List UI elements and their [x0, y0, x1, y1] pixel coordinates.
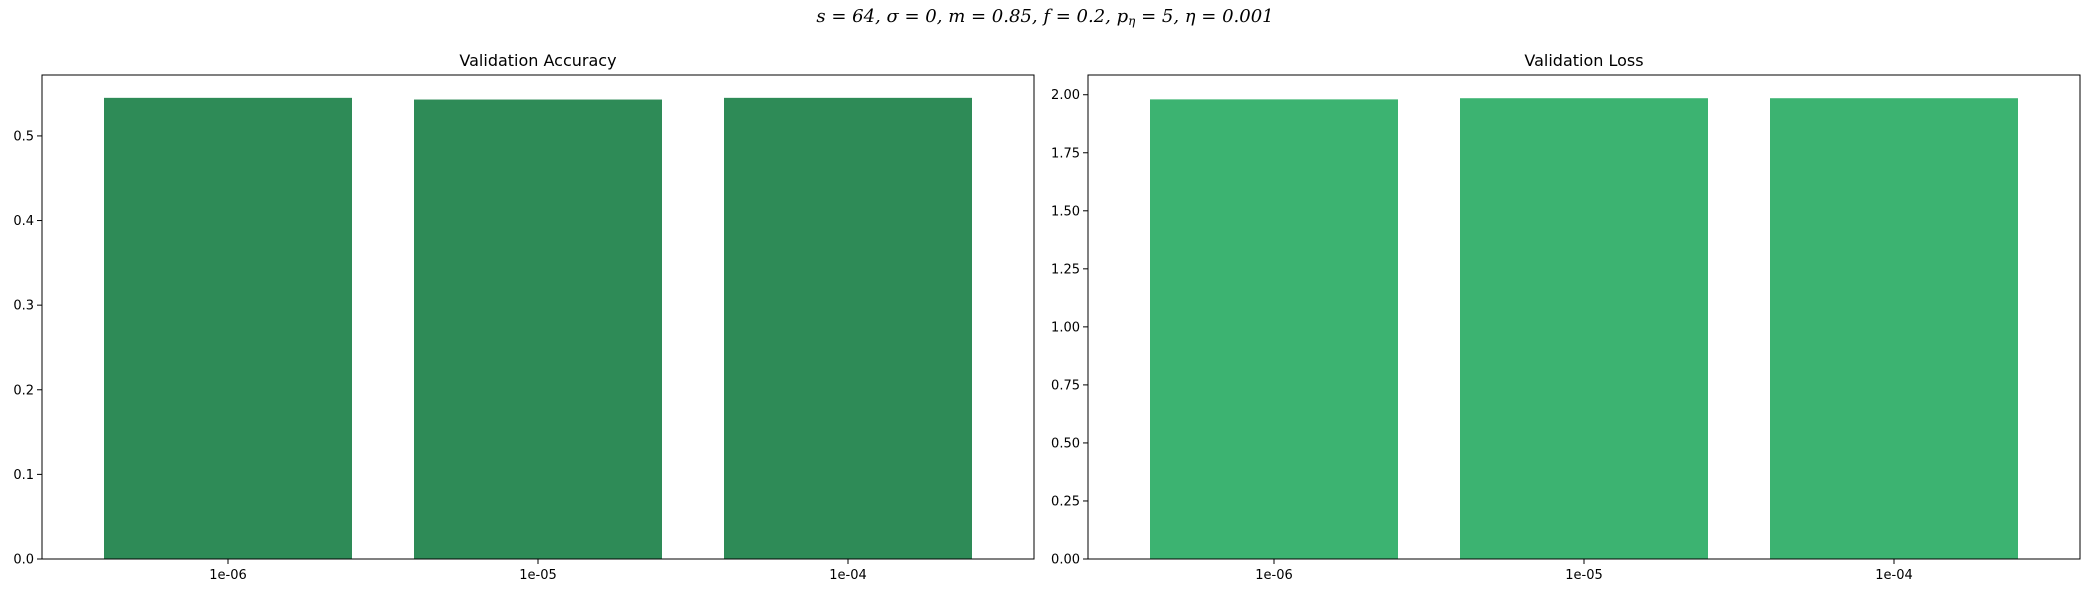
- suptitle-sigma: σ = 0: [886, 6, 937, 27]
- suptitle-sep: ,: [1173, 6, 1185, 27]
- x-tick-label: 1e-04: [1875, 568, 1913, 583]
- suptitle-s: s = 64: [816, 6, 876, 27]
- suptitle-m: m = 0.85: [948, 6, 1032, 27]
- figure-suptitle: s = 64, σ = 0, m = 0.85, f = 0.2, pη = 5…: [0, 6, 2090, 28]
- x-tick-label: 1e-04: [829, 568, 867, 583]
- y-tick-label: 2.00: [1051, 88, 1080, 103]
- suptitle-sep: ,: [1105, 6, 1117, 27]
- x-tick-label: 1e-06: [1255, 568, 1293, 583]
- suptitle-p-base: p: [1116, 6, 1129, 27]
- y-tick-label: 0.00: [1051, 553, 1080, 568]
- suptitle-sep: ,: [936, 6, 949, 27]
- suptitle-eta: η = 0.001: [1184, 6, 1274, 27]
- y-tick-label: 0.5: [13, 129, 34, 144]
- x-tick-label: 1e-05: [519, 568, 557, 583]
- bar-1e-05: [1460, 98, 1708, 559]
- y-tick-label: 0.50: [1051, 436, 1080, 451]
- x-tick-label: 1e-06: [209, 568, 247, 583]
- y-tick-label: 0.2: [13, 383, 34, 398]
- bar-1e-06: [1150, 99, 1398, 560]
- x-tick-label: 1e-05: [1565, 568, 1603, 583]
- y-tick-label: 1.75: [1051, 146, 1080, 161]
- y-tick-label: 1.00: [1051, 320, 1080, 335]
- y-tick-label: 0.1: [13, 468, 34, 483]
- bar-1e-04: [1770, 98, 2018, 559]
- y-tick-label: 0.75: [1051, 378, 1080, 393]
- suptitle-p-val: = 5: [1135, 6, 1174, 27]
- y-tick-label: 0.25: [1051, 494, 1080, 509]
- y-tick-label: 0.0: [13, 553, 34, 568]
- suptitle-p-sub: η: [1128, 14, 1136, 28]
- bar-1e-05: [414, 99, 662, 560]
- chart-title: Validation Loss: [1524, 51, 1643, 70]
- chart-accuracy: 0.0 0.1 0.2 0.3 0.4 0.5 1e-06 1e-05 1e-04 Validat…: [13, 51, 1035, 583]
- bar-1e-04: [724, 97, 972, 559]
- suptitle-f: f = 0.2: [1043, 6, 1106, 27]
- suptitle-sep: ,: [1031, 6, 1044, 27]
- chart-title: Validation Accuracy: [459, 51, 616, 70]
- y-tick-label: 1.25: [1051, 262, 1080, 277]
- y-tick-label: 0.3: [13, 299, 34, 314]
- suptitle-sep: ,: [875, 6, 887, 27]
- chart-loss: 0.00 0.25 0.50 0.75 1.00 1.25 1.50 1.75 2.00 1e-0…: [1051, 51, 2081, 583]
- y-tick-label: 0.4: [13, 214, 34, 229]
- bar-1e-06: [104, 97, 352, 559]
- y-tick-label: 1.50: [1051, 204, 1080, 219]
